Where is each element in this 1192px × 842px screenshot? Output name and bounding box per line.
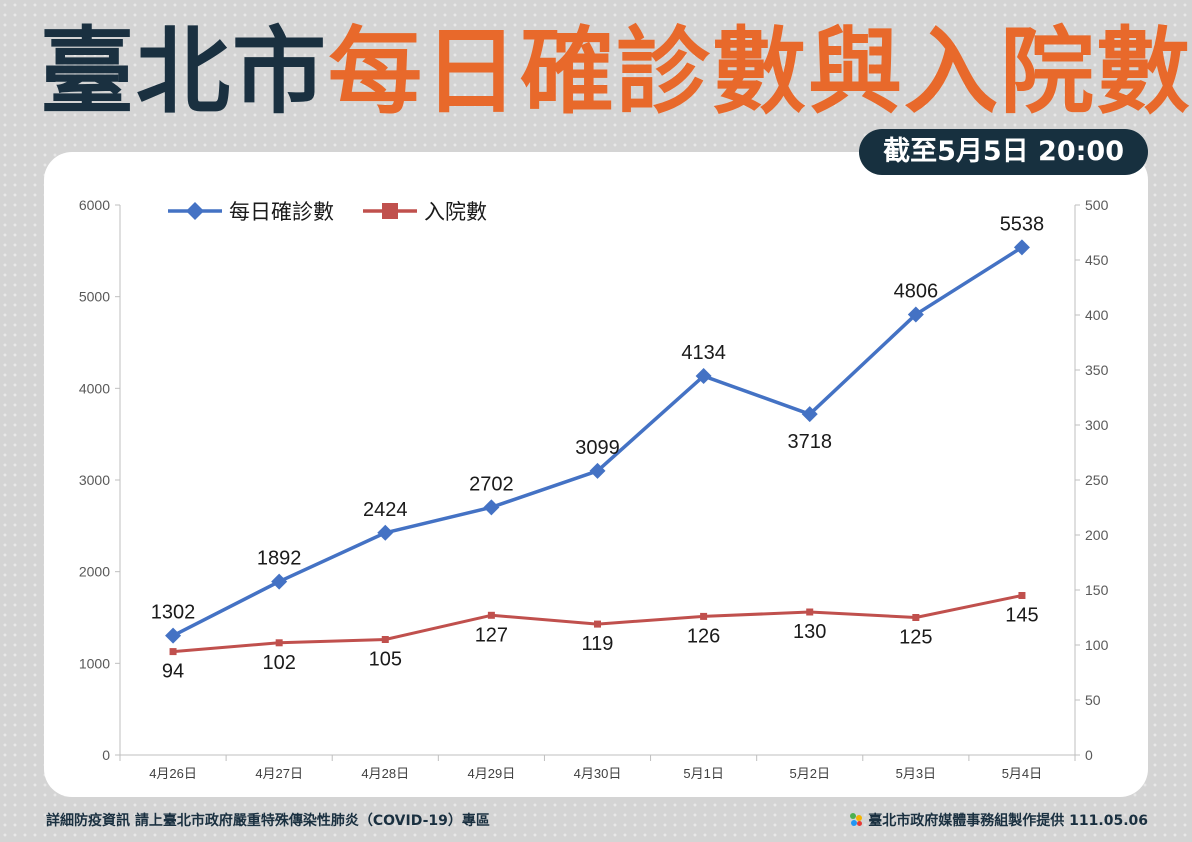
series-daily-point (483, 499, 500, 516)
x-tick-label: 4月28日 (361, 766, 409, 781)
series-hosp-data-label: 102 (262, 652, 295, 674)
y-right-tick-label: 100 (1085, 637, 1109, 653)
series-hosp-point (487, 611, 495, 619)
series-daily-data-label: 4806 (894, 280, 939, 302)
y-right-tick-label: 500 (1085, 197, 1109, 213)
page-title: 臺北市每日確診數與入院數 (40, 18, 1192, 128)
x-tick-label: 4月26日 (149, 766, 197, 781)
series-daily-data-label: 2702 (469, 473, 514, 495)
legend-hosp-label: 入院數 (424, 201, 487, 224)
series-daily-point (165, 627, 182, 644)
legend-daily-label: 每日確診數 (229, 201, 334, 224)
series-daily-point (907, 306, 924, 323)
series-daily-data-label: 4134 (681, 342, 726, 364)
y-right-tick-label: 400 (1085, 307, 1109, 323)
date-badge: 截至5月5日 20:00 (859, 129, 1148, 175)
taipei-logo-icon (848, 812, 864, 828)
y-right-tick-label: 50 (1085, 692, 1101, 708)
series-daily-point (589, 462, 606, 479)
series-daily-point (1013, 239, 1030, 256)
series-daily-point (695, 368, 712, 385)
series-hosp-data-label: 119 (582, 633, 614, 655)
series-hosp-data-label: 125 (899, 627, 932, 649)
series-hosp-data-label: 126 (687, 625, 720, 647)
series-daily-point (271, 573, 288, 590)
series-daily-point (801, 406, 818, 423)
y-right-tick-label: 300 (1085, 417, 1109, 433)
x-tick-label: 5月3日 (896, 766, 936, 781)
series-hosp-point (700, 612, 708, 620)
title-subject: 每日確診數與入院數 (328, 18, 1192, 127)
y-left-tick-label: 2000 (79, 564, 110, 580)
series-hosp-point (912, 614, 920, 621)
y-right-tick-label: 0 (1085, 747, 1093, 763)
series-daily-point (377, 524, 394, 541)
legend-daily-marker (186, 202, 204, 220)
y-left-tick-label: 3000 (79, 472, 110, 488)
title-city: 臺北市 (40, 18, 329, 127)
series-daily-data-label: 3718 (787, 431, 832, 453)
series-hosp-point (594, 620, 601, 628)
series-daily-data-label: 5538 (1000, 213, 1045, 235)
footer-credit: 臺北市政府媒體事務組製作提供 111.05.06 (848, 810, 1148, 830)
series-daily-data-label: 3099 (575, 437, 620, 459)
y-right-tick-label: 150 (1085, 582, 1109, 598)
series-daily-data-label: 1302 (151, 602, 196, 624)
y-left-tick-label: 4000 (79, 380, 110, 396)
y-right-tick-label: 350 (1085, 362, 1109, 378)
series-daily-data-label: 2424 (363, 499, 408, 521)
series-hosp-point (381, 636, 389, 643)
series-hosp-point (1018, 592, 1026, 599)
series-hosp-point (169, 648, 177, 656)
y-left-tick-label: 1000 (79, 655, 110, 671)
y-left-tick-label: 6000 (79, 197, 110, 213)
x-tick-label: 5月1日 (683, 766, 723, 781)
x-tick-label: 5月4日 (1002, 766, 1042, 781)
y-right-tick-label: 250 (1085, 472, 1109, 488)
series-hosp-data-label: 105 (369, 649, 402, 671)
series-hosp-data-label: 145 (1005, 605, 1038, 627)
legend-hosp-marker (382, 203, 398, 219)
series-hosp-data-label: 94 (162, 661, 184, 683)
series-daily-data-label: 1892 (257, 548, 302, 570)
x-tick-label: 4月29日 (468, 766, 516, 781)
series-hosp-point (275, 639, 283, 647)
y-right-tick-label: 200 (1085, 527, 1109, 543)
x-tick-label: 5月2日 (789, 766, 829, 781)
y-right-tick-label: 450 (1085, 252, 1109, 268)
series-hosp-point (806, 608, 814, 616)
series-hosp-data-label: 130 (793, 621, 826, 643)
footer-credit-text: 臺北市政府媒體事務組製作提供 111.05.06 (868, 813, 1148, 829)
x-tick-label: 4月30日 (574, 766, 622, 781)
y-left-tick-label: 5000 (79, 289, 110, 305)
footer-info: 詳細防疫資訊 請上臺北市政府嚴重特殊傳染性肺炎（COVID-19）專區 (46, 813, 490, 829)
x-tick-label: 4月27日 (255, 766, 303, 781)
series-hosp-data-label: 127 (475, 624, 508, 646)
y-left-tick-label: 0 (102, 747, 110, 763)
